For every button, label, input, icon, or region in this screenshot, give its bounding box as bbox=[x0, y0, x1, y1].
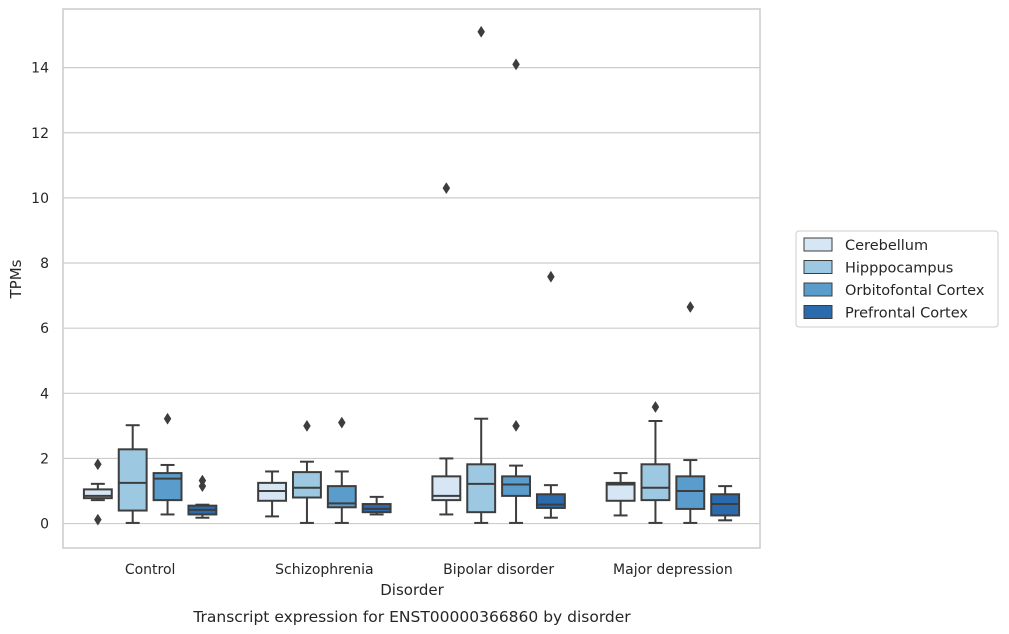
box-group bbox=[257, 470, 288, 518]
box-group bbox=[152, 412, 183, 516]
x-tick-label: Schizophrenia bbox=[275, 562, 373, 578]
y-tick-label: 8 bbox=[40, 256, 49, 272]
box-group bbox=[431, 182, 462, 516]
box-body bbox=[675, 475, 706, 510]
box-body bbox=[640, 463, 671, 502]
chart-caption: Transcript expression for ENST0000036686… bbox=[192, 608, 631, 626]
box-group bbox=[187, 474, 218, 519]
legend-swatch bbox=[803, 305, 833, 319]
legend-swatch bbox=[803, 260, 833, 274]
box-group bbox=[361, 495, 392, 516]
box-group bbox=[82, 458, 113, 526]
y-tick-label: 0 bbox=[40, 517, 49, 533]
box-group bbox=[640, 401, 671, 524]
outlier-point bbox=[651, 401, 660, 413]
box-group bbox=[292, 419, 322, 524]
legend-label: Orbitofontal Cortex bbox=[845, 283, 985, 299]
y-tick-label: 12 bbox=[31, 126, 49, 142]
gridlines bbox=[63, 67, 760, 525]
y-tick-label: 14 bbox=[31, 61, 49, 77]
y-axis-title: TPMs bbox=[7, 259, 25, 299]
y-tick-labels: 0 2 4 6 8 10 12 14 bbox=[31, 61, 49, 533]
legend-frame bbox=[795, 230, 999, 328]
box-group bbox=[605, 472, 636, 517]
x-tick-label: Bipolar disorder bbox=[443, 562, 554, 578]
box-group bbox=[535, 270, 566, 519]
outlier-point bbox=[338, 416, 346, 429]
plot-frame bbox=[62, 8, 761, 549]
box-body bbox=[82, 488, 113, 500]
outlier-point bbox=[94, 458, 102, 471]
box-group bbox=[117, 424, 148, 524]
legend: Cerebellum Hipppocampus Orbitofontal Corte… bbox=[795, 230, 999, 328]
box-group bbox=[501, 58, 531, 524]
y-tick-label: 6 bbox=[40, 321, 49, 337]
box-body bbox=[431, 475, 462, 502]
outlier-point bbox=[686, 301, 695, 313]
box-body bbox=[605, 481, 636, 502]
legend-label: Prefrontal Cortex bbox=[845, 306, 968, 322]
y-tick-label: 10 bbox=[31, 191, 49, 207]
outlier-point bbox=[442, 182, 451, 195]
box-group bbox=[675, 301, 706, 524]
box-body bbox=[292, 471, 322, 499]
box-body bbox=[152, 472, 183, 502]
legend-label: Hipppocampus bbox=[845, 261, 953, 277]
box-body bbox=[501, 475, 531, 497]
y-tick-label: 2 bbox=[40, 451, 49, 467]
x-axis-title: Disorder bbox=[380, 581, 444, 599]
legend-swatch bbox=[803, 282, 833, 297]
box-body bbox=[535, 493, 566, 509]
outlier-point bbox=[477, 25, 485, 38]
outlier-point bbox=[303, 419, 311, 432]
box-group bbox=[710, 485, 741, 522]
outlier-point bbox=[547, 270, 555, 283]
box-body bbox=[466, 463, 497, 514]
legend-swatch bbox=[803, 237, 833, 252]
outlier-point bbox=[512, 58, 520, 71]
box-body bbox=[117, 448, 148, 512]
outlier-point bbox=[163, 412, 172, 425]
box-group bbox=[466, 25, 497, 524]
outlier-point bbox=[198, 480, 207, 493]
y-tick-label: 4 bbox=[40, 386, 49, 402]
x-tick-label: Control bbox=[125, 562, 176, 578]
x-tick-label: Major depression bbox=[613, 562, 733, 578]
outlier-point bbox=[512, 419, 520, 432]
legend-label: Cerebellum bbox=[845, 238, 928, 254]
box-group bbox=[326, 416, 357, 524]
x-tick-labels: Control Schizophrenia Bipolar disorder Majo… bbox=[125, 562, 733, 578]
boxes bbox=[82, 25, 741, 526]
outlier-point bbox=[94, 513, 102, 526]
box-body bbox=[326, 485, 357, 509]
